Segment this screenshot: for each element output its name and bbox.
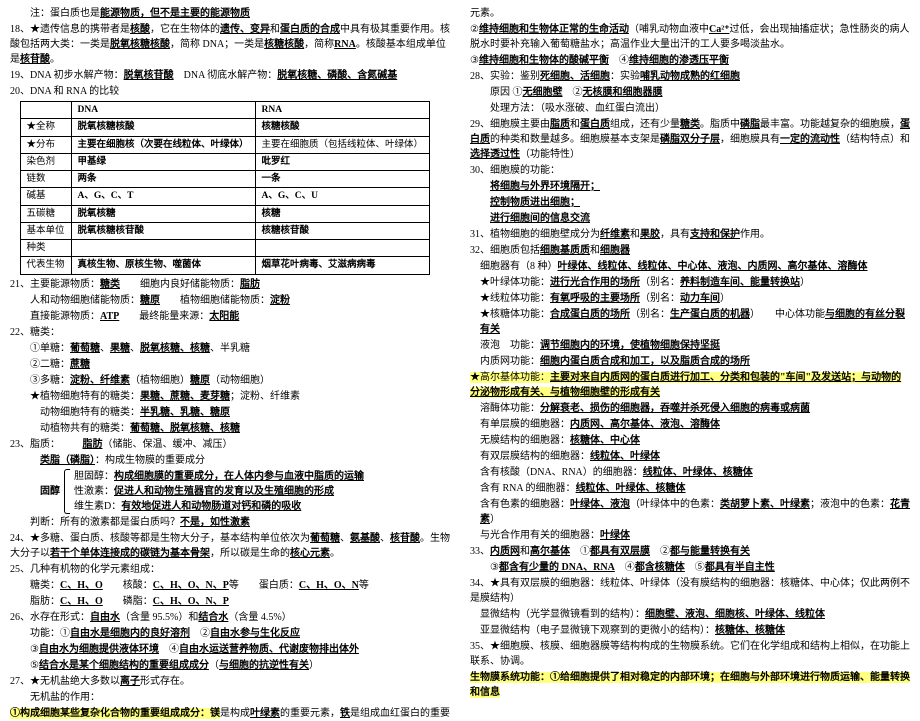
dna-rna-table: DNARNA ★全称脱氧核糖核酸核糖核酸 ★分布主要在细胞核（次要在线粒体、叶绿…	[20, 101, 431, 275]
sugar-animal: 动物细胞特有的糖类：半乳糖、乳糖、糖原	[10, 405, 450, 420]
rna-organelle: 含有 RNA 的细胞器：线粒体、叶绿体、核糖体	[470, 481, 910, 496]
sugar-mono: ①单糖：葡萄糖、果糖、脱氧核糖、核糖、半乳糖	[10, 341, 450, 356]
left-column: 注：蛋白质也是能源物质，但不是主要的能源物质 18、★遗传信息的携带者是核酸，它…	[0, 0, 460, 651]
item-34: 34、★具有双层膜的细胞器：线粒体、叶绿体（没有膜结构的细胞器：核糖体、中心体；…	[470, 576, 910, 606]
dna-organelle: 含有核酸（DNA、RNA）的细胞器：线粒体、叶绿体、核糖体	[470, 465, 910, 480]
vacuole: 液泡 功能：调节细胞内的环境，使植物细胞保持坚挺	[470, 338, 910, 353]
item-31: 31、植物细胞的细胞壁成分为纤维素和果胶，具有支持和保护作用。	[470, 227, 910, 242]
item-27: 27、★无机盐绝大多数以离子形式存在。	[10, 674, 450, 689]
sugar-poly: ③多糖：淀粉、纤维素（植物细胞）糖原（动物细胞）	[10, 373, 450, 388]
item-24: 24、★多糖、蛋白质、核酸等都是生物大分子，基本结构单位依次为葡萄糖、氨基酸、核…	[10, 531, 450, 561]
hormone-judge: 判断：所有的激素都是蛋白质吗？不是，如性激素	[10, 515, 450, 530]
salt-fn2: ②维持细胞和生物体正常的生命活动（哺乳动物血液中Ca²⁺过低，会出现抽搐症状；急…	[470, 22, 910, 52]
item-26fn3: ⑤结合水是某个细胞结构的重要组成成分（与细胞的抗逆性有关）	[10, 658, 450, 673]
no-membrane: 无膜结构的细胞器：核糖体、中心体	[470, 433, 910, 448]
item-30a: 将细胞与外界环境隔开；	[470, 179, 910, 194]
item-25: 25、几种有机物的化学元素组成：	[10, 562, 450, 577]
item-26fn1: 功能：①自由水是细胞内的良好溶剂 ②自由水参与生化反应	[10, 626, 450, 641]
item-35: 35、★细胞膜、核膜、细胞器膜等结构构成的生物膜系统。它们在化学组成和结构上相似…	[470, 639, 910, 669]
item-27d: 无机盐的作用：	[10, 690, 450, 705]
item-28: 28、实验：鉴别死细胞、活细胞：实验哺乳动物成熟的红细胞	[470, 69, 910, 84]
item-33b: ③都含有少量的 DNA、RNA ④都含核糖体 ⑤都具有半自主性	[470, 560, 910, 575]
item-18: 18、★遗传信息的携带者是核酸，它在生物体的遗传、变异和蛋白质的合成中具有极其重…	[10, 22, 450, 67]
chloroplast: ★叶绿体功能：进行光合作用的场所（别名：养料制造车间、能量转换站）	[470, 275, 910, 290]
item-19: 19、DNA 初步水解产物：脱氧核苷酸 DNA 彻底水解产物：脱氧核糖、磷酸、含…	[10, 68, 450, 83]
item-22: 22、糖类：	[10, 325, 450, 340]
ribosome: ★核糖体功能：合成蛋白质的场所（别名：生产蛋白质的机器） 中心体功能与细胞的有丝…	[470, 307, 910, 337]
photosyn: 与光合作用有关的细胞器：叶绿体	[470, 528, 910, 543]
item-27hl: ①构成细胞某些复杂化合物的重要组成成分：镁是构成叶绿素的重要元素，铁是组成血红蛋…	[10, 706, 450, 721]
lysosome: 溶酶体功能：分解衰老、损伤的细胞器，吞噬并杀死侵入细胞的病毒或病菌	[470, 401, 910, 416]
sugar-di: ②二糖：蔗糖	[10, 357, 450, 372]
item-21b: 人和动物细胞储能物质：糖原 植物细胞储能物质：淀粉	[10, 293, 450, 308]
pigment: 含有色素的细胞器：叶绿体、液泡（叶绿体中的色素：类胡萝卜素、叶绿素；液泡中的色素…	[470, 497, 910, 527]
item-25b: 脂肪：C、H、O 磷脂：C、H、O、N、P	[10, 594, 450, 609]
item-20: 20、DNA 和 RNA 的比较	[10, 84, 450, 99]
microscope1: 显微结构（光学显微镜看到的结构）：细胞壁、液泡、细胞核、叶绿体、线粒体	[470, 607, 910, 622]
item-28c: 处理方法：（吸水涨破、血红蛋白流出）	[470, 101, 910, 116]
salt-fn34: ③维持细胞和生物体的酸碱平衡 ④维持细胞的渗透压平衡	[470, 53, 910, 68]
item-28b: 原因 ①无细胞壁 ②无核膜和细胞器膜	[470, 85, 910, 100]
item-25a: 糖类：C、H、O 核酸：C、H、O、N、P等 蛋白质：C、H、O、N等	[10, 578, 450, 593]
cont-element: 元素。	[470, 6, 910, 21]
item-26fn2: ③自由水为细胞提供液体环境 ④自由水运送营养物质、代谢废物排出体外	[10, 642, 450, 657]
item-26: 26、水存在形式：自由水（含量 95.5%）和结合水（含量 4.5%）	[10, 610, 450, 625]
item-30: 30、细胞膜的功能：	[470, 163, 910, 178]
item-32d: 细胞器有（8 种）叶绿体、线粒体、线粒体、中心体、液泡、内质网、高尔基体、溶酶体	[470, 259, 910, 274]
item-32: 32、细胞质包括细胞基质质和细胞器	[470, 243, 910, 258]
item-29: 29、细胞膜主要由脂质和蛋白质组成，还有少量糖类。脂质中磷脂最丰富。功能越复杂的…	[470, 117, 910, 162]
right-column: 元素。 ②维持细胞和生物体正常的生命活动（哺乳动物血液中Ca²⁺过低，会出现抽搐…	[460, 0, 920, 651]
mitochondria: ★线粒体功能：有氧呼吸的主要场所（别名：动力车间）	[470, 291, 910, 306]
item-30b: 控制物质进出细胞；	[470, 195, 910, 210]
item-35hl: 生物膜系统功能：①给细胞提供了相对稳定的内部环境；在细胞与外部环境进行物质运输、…	[470, 670, 910, 700]
item-33: 33、内质网和高尔基体 ①都具有双层膜 ②都与能量转换有关	[470, 544, 910, 559]
item-23: 23、脂质： 脂肪（储能、保温、缓冲、减压）	[10, 437, 450, 452]
leizhi: 类脂（磷脂）：构成生物膜的重要成分	[10, 453, 450, 468]
golgi: ★高尔基体功能：主要对来自内质网的蛋白质进行加工、分类和包装的"车间"及发送站；…	[470, 370, 910, 400]
sugar-plant: ★植物细胞特有的糖类：果糖、蔗糖、麦芽糖；淀粉、纤维素	[10, 389, 450, 404]
item-21c: 直接能源物质：ATP 最终能量来源：太阳能	[10, 309, 450, 324]
dbl-membrane: 有双层膜结构的细胞器：线粒体、叶绿体	[470, 449, 910, 464]
microscope2: 亚显微结构（电子显微镜下观察到的更微小的结构）：核糖体、核糖体	[470, 623, 910, 638]
sugar-common: 动植物共有的糖类：葡萄糖、脱氧核糖、核糖	[10, 421, 450, 436]
note-protein: 注：蛋白质也是能源物质，但不是主要的能源物质	[10, 6, 450, 21]
er: 内质网功能：细胞内蛋白质合成和加工，以及脂质合成的场所	[470, 354, 910, 369]
item-21: 21、主要能源物质：糖类 细胞内良好储能物质：脂肪	[10, 277, 450, 292]
single-membrane: 有单层膜的细胞器：内质网、高尔基体、液泡、溶酶体	[470, 417, 910, 432]
item-30c: 进行细胞间的信息交流	[470, 211, 910, 226]
sterol-brace: 固醇 胆固醇：构成细胞膜的重要成分，在人体内参与血液中脂质的运输 性激素：促进人…	[40, 469, 450, 514]
